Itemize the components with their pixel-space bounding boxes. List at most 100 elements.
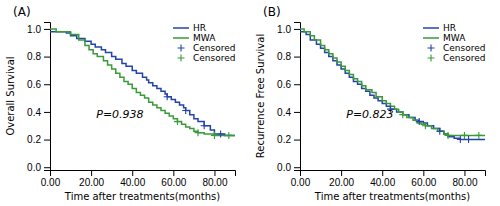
x-tick-label: 0.00 bbox=[41, 177, 61, 188]
legend-symbol bbox=[428, 55, 435, 62]
y-axis: 0.00.20.40.60.81.0 bbox=[277, 23, 300, 173]
y-tick-label: 1.0 bbox=[277, 24, 291, 35]
censored-mark bbox=[445, 132, 452, 139]
x-axis: 0.00 20.00 40.00 60.00 80.00 bbox=[41, 170, 236, 188]
y-tick: 0.0 bbox=[27, 162, 50, 173]
y-tick-label: 0.0 bbox=[27, 162, 41, 173]
censored-mark bbox=[195, 129, 202, 136]
x-tick-mark bbox=[464, 170, 465, 176]
legend: HRMWACensoredCensored bbox=[173, 23, 235, 63]
x-axis-label: Time after treatments(months) bbox=[64, 191, 220, 202]
censored-mark bbox=[182, 107, 189, 114]
panel-title: (B) bbox=[263, 5, 281, 19]
x-tick-label: 20.00 bbox=[79, 177, 104, 188]
y-tick-mark bbox=[294, 29, 300, 30]
legend-symbol bbox=[173, 37, 189, 39]
y-tick: 0.8 bbox=[277, 51, 300, 62]
censored-mark bbox=[174, 118, 181, 125]
x-tick: 0.00 bbox=[291, 170, 311, 188]
censored-mark bbox=[416, 118, 423, 125]
y-tick-mark bbox=[294, 112, 300, 113]
censored-mark bbox=[225, 132, 232, 139]
y-tick-label: 0.4 bbox=[27, 107, 41, 118]
x-tick-label: 60.00 bbox=[411, 177, 436, 188]
censored-mark bbox=[422, 122, 429, 129]
x-tick: 60.00 bbox=[411, 170, 436, 188]
y-axis-line bbox=[44, 23, 51, 171]
censored-mark bbox=[164, 93, 171, 100]
x-axis-line bbox=[301, 171, 486, 177]
y-tick-label: 0.2 bbox=[27, 134, 41, 145]
legend: HRMWACensoredCensored bbox=[423, 23, 485, 63]
x-tick-mark bbox=[382, 170, 383, 176]
x-tick-mark bbox=[214, 170, 215, 176]
panel: 0.0020.0040.0060.0080.000.00.20.40.60.81… bbox=[5, 5, 236, 202]
p-value: P=0.938 bbox=[96, 108, 143, 121]
x-tick-mark bbox=[132, 170, 133, 176]
legend-label: MWA bbox=[443, 33, 466, 43]
y-axis: 0.00.20.40.60.81.0 bbox=[27, 23, 50, 173]
y-axis-label: Recurrence Free Survival bbox=[255, 34, 266, 158]
x-axis-line bbox=[51, 171, 236, 177]
y-tick-mark bbox=[294, 167, 300, 168]
legend-symbol bbox=[423, 37, 439, 39]
y-axis-label: Overall Survival bbox=[5, 56, 16, 135]
legend-label: Censored bbox=[443, 53, 485, 63]
legend-symbol bbox=[178, 55, 185, 62]
y-tick-label: 0.2 bbox=[277, 134, 291, 145]
censored-mark bbox=[465, 136, 472, 143]
legend-symbol bbox=[428, 45, 435, 52]
x-tick-mark bbox=[173, 170, 174, 176]
y-axis-line bbox=[294, 23, 301, 171]
y-tick-label: 0.6 bbox=[27, 79, 41, 90]
legend-item: MWA bbox=[173, 33, 216, 43]
legend-item: MWA bbox=[423, 33, 466, 43]
y-tick-mark bbox=[44, 112, 50, 113]
x-tick: 80.00 bbox=[202, 170, 227, 188]
x-tick: 20.00 bbox=[329, 170, 354, 188]
censored-mark bbox=[201, 122, 208, 129]
y-tick-mark bbox=[294, 84, 300, 85]
survival-curve bbox=[50, 32, 235, 136]
x-tick-label: 80.00 bbox=[452, 177, 477, 188]
x-tick: 40.00 bbox=[120, 170, 145, 188]
y-tick: 0.6 bbox=[27, 79, 50, 90]
y-tick-mark bbox=[294, 140, 300, 141]
y-tick: 0.4 bbox=[27, 107, 50, 118]
x-axis-label: Time after treatments(months) bbox=[314, 191, 470, 202]
legend-item: Censored bbox=[178, 53, 236, 63]
x-tick-label: 40.00 bbox=[120, 177, 145, 188]
censored-mark bbox=[461, 132, 468, 139]
y-tick-mark bbox=[44, 167, 50, 168]
x-axis: 0.00 20.00 40.00 60.00 80.00 bbox=[291, 170, 486, 188]
legend-label: Censored bbox=[443, 43, 485, 53]
censored-mark bbox=[475, 132, 482, 139]
y-tick-mark bbox=[44, 29, 50, 30]
legend-item: HR bbox=[173, 23, 206, 33]
survival-curve bbox=[300, 32, 485, 140]
censored-mark bbox=[217, 131, 224, 138]
legend-symbol bbox=[423, 27, 439, 29]
plot-area bbox=[50, 29, 235, 139]
y-tick: 0.6 bbox=[277, 79, 300, 90]
x-tick-mark bbox=[341, 170, 342, 176]
x-tick-label: 80.00 bbox=[202, 177, 227, 188]
y-tick-label: 0.0 bbox=[277, 162, 291, 173]
survival-curve bbox=[300, 29, 485, 136]
x-tick: 80.00 bbox=[452, 170, 477, 188]
x-tick: 60.00 bbox=[161, 170, 186, 188]
plot-area bbox=[300, 29, 485, 143]
legend-symbol bbox=[173, 27, 189, 29]
y-tick: 0.0 bbox=[277, 162, 300, 173]
legend-item: HR bbox=[423, 23, 456, 33]
y-tick: 0.2 bbox=[277, 134, 300, 145]
legend-label: HR bbox=[193, 23, 206, 33]
x-tick-label: 60.00 bbox=[161, 177, 186, 188]
x-tick-label: 0.00 bbox=[291, 177, 311, 188]
legend-item: Censored bbox=[178, 43, 236, 53]
x-tick-label: 40.00 bbox=[370, 177, 395, 188]
y-tick-mark bbox=[44, 140, 50, 141]
legend-label: HR bbox=[443, 23, 456, 33]
censored-mark bbox=[436, 128, 443, 135]
legend-label: Censored bbox=[193, 43, 235, 53]
